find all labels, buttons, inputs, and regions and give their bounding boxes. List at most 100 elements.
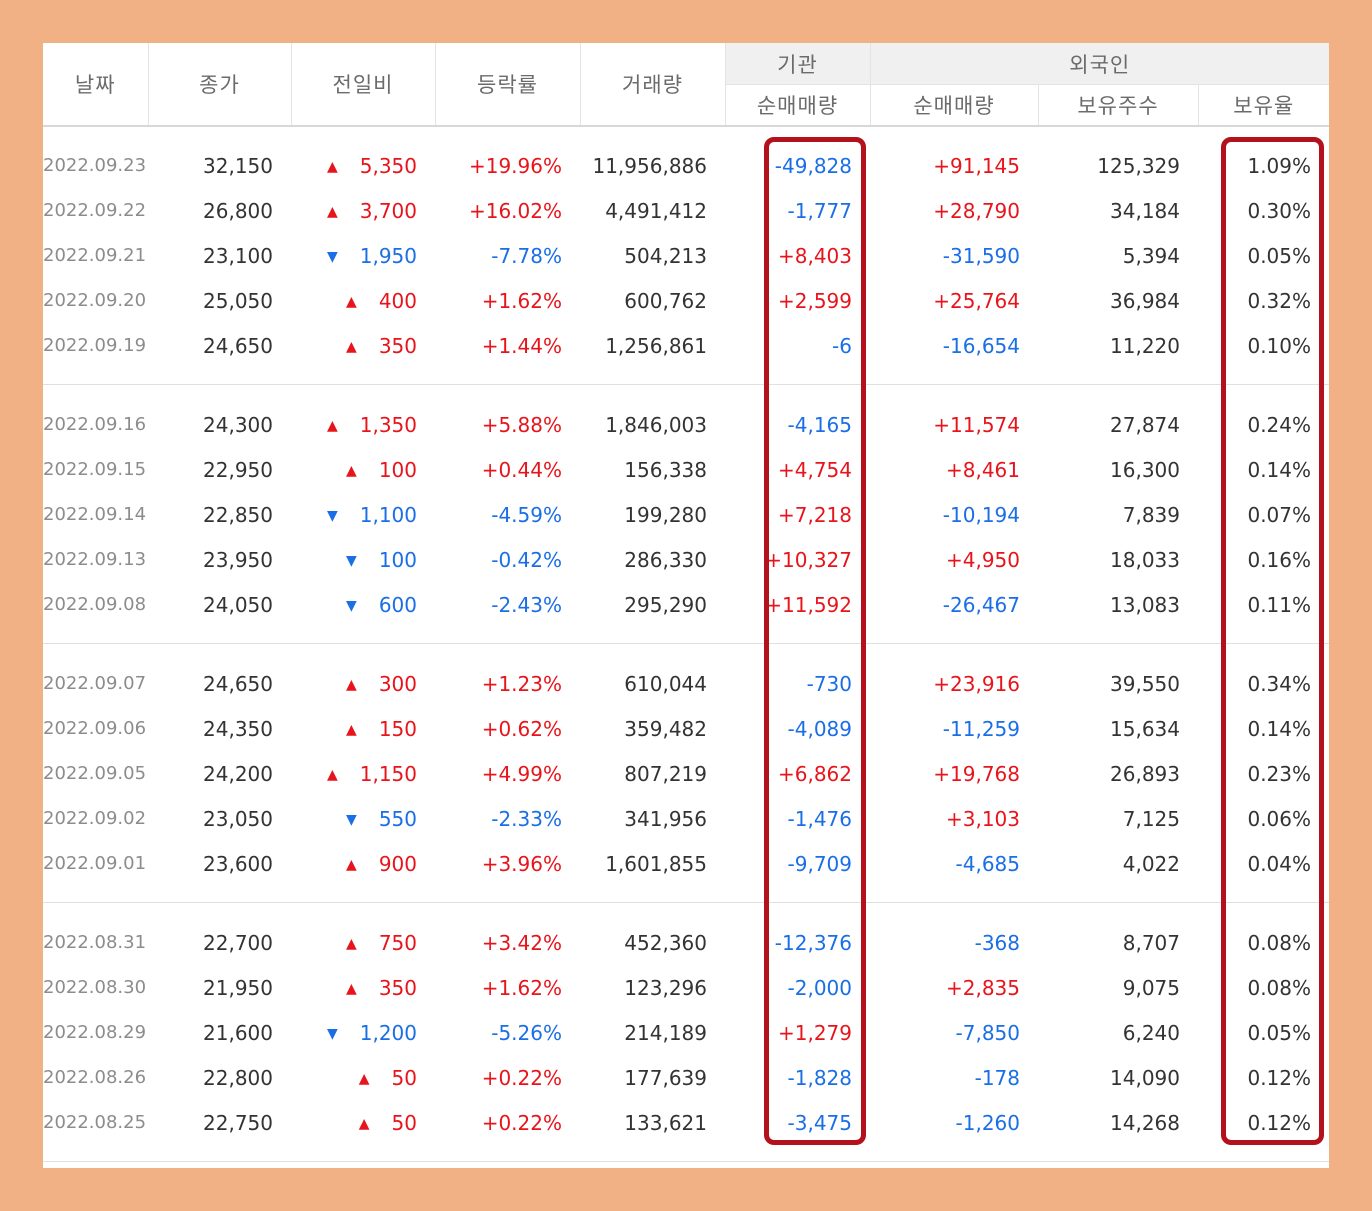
date-cell: 2022.09.22 bbox=[43, 200, 147, 221]
change-value: 900 bbox=[378, 851, 417, 876]
rate-cell: +0.44% bbox=[481, 457, 562, 482]
change-cell: ▼ 1,950 bbox=[291, 233, 435, 278]
change-cell: ▼ 1,100 bbox=[291, 492, 435, 537]
rate-cell: -2.33% bbox=[491, 806, 562, 831]
table-row: 2022.09.01 23,600 ▲ 900 +3.96% 1,601,855 -9,70… bbox=[43, 841, 1329, 886]
table-row: 2022.09.02 23,050 ▼ 550 -2.33% 341,956 -1,476 +… bbox=[43, 796, 1329, 841]
volume-cell: 123,296 bbox=[624, 975, 707, 1000]
change-value: 350 bbox=[378, 975, 417, 1000]
foreign-ratio-cell: 1.09% bbox=[1247, 153, 1312, 178]
triangle-down-icon: ▼ bbox=[326, 248, 338, 265]
change-value: 100 bbox=[378, 457, 417, 482]
institution-net-cell: -1,828 bbox=[787, 1065, 852, 1090]
table-row: 2022.09.19 24,650 ▲ 350 +1.44% 1,256,861 -6 -16… bbox=[43, 323, 1329, 368]
foreign-ratio-cell: 0.12% bbox=[1247, 1110, 1312, 1135]
foreign-holdings-cell: 39,550 bbox=[1110, 671, 1180, 696]
change-value: 750 bbox=[378, 930, 417, 955]
change-value: 3,700 bbox=[359, 198, 417, 223]
foreign-ratio-cell: 0.24% bbox=[1247, 412, 1312, 437]
change-value: 50 bbox=[391, 1065, 417, 1090]
change-value: 1,150 bbox=[359, 761, 417, 786]
row-spacer bbox=[43, 627, 1329, 644]
foreign-holdings-cell: 11,220 bbox=[1110, 333, 1180, 358]
close-cell: 23,950 bbox=[203, 547, 273, 572]
volume-cell: 600,762 bbox=[624, 288, 707, 313]
change-value: 1,950 bbox=[359, 243, 417, 268]
foreign-net-cell: +11,574 bbox=[933, 412, 1020, 437]
rate-cell: +19.96% bbox=[468, 153, 562, 178]
change-cell: ▼ 550 bbox=[291, 796, 435, 841]
close-cell: 32,150 bbox=[203, 153, 273, 178]
volume-cell: 286,330 bbox=[624, 547, 707, 572]
rate-cell: +5.88% bbox=[481, 412, 562, 437]
close-cell: 25,050 bbox=[203, 288, 273, 313]
row-spacer bbox=[43, 368, 1329, 385]
change-value: 5,350 bbox=[359, 153, 417, 178]
change-cell: ▲ 350 bbox=[291, 323, 435, 368]
change-cell: ▲ 750 bbox=[291, 920, 435, 965]
rate-cell: -4.59% bbox=[491, 502, 562, 527]
triangle-up-icon: ▲ bbox=[346, 462, 357, 479]
volume-cell: 1,256,861 bbox=[605, 333, 707, 358]
rate-cell: -5.26% bbox=[491, 1020, 562, 1045]
table-row: 2022.09.14 22,850 ▼ 1,100 -4.59% 199,280 +7,21… bbox=[43, 492, 1329, 537]
rate-cell: -7.78% bbox=[491, 243, 562, 268]
rate-cell: +0.62% bbox=[481, 716, 562, 741]
table-row: 2022.09.05 24,200 ▲ 1,150 +4.99% 807,219 +6,86… bbox=[43, 751, 1329, 796]
foreign-net-cell: -7,850 bbox=[955, 1020, 1020, 1045]
rate-cell: +1.62% bbox=[481, 288, 562, 313]
triangle-up-icon: ▲ bbox=[326, 417, 338, 434]
close-cell: 22,700 bbox=[203, 930, 273, 955]
rate-cell: -0.42% bbox=[491, 547, 562, 572]
row-spacer bbox=[43, 1145, 1329, 1162]
table-row: 2022.09.07 24,650 ▲ 300 +1.23% 610,044 -730 +23… bbox=[43, 661, 1329, 706]
foreign-holdings-cell: 13,083 bbox=[1110, 592, 1180, 617]
row-spacer bbox=[43, 386, 1329, 402]
foreign-holdings-cell: 36,984 bbox=[1110, 288, 1180, 313]
table-row: 2022.08.29 21,600 ▼ 1,200 -5.26% 214,189 +1,27… bbox=[43, 1010, 1329, 1055]
foreign-holdings-cell: 34,184 bbox=[1110, 198, 1180, 223]
volume-cell: 11,956,886 bbox=[592, 153, 707, 178]
date-cell: 2022.09.02 bbox=[43, 808, 147, 829]
change-cell: ▼ 1,200 bbox=[291, 1010, 435, 1055]
foreign-holdings-cell: 5,394 bbox=[1122, 243, 1180, 268]
foreign-ratio-cell: 0.23% bbox=[1247, 761, 1312, 786]
institution-net-cell: -1,476 bbox=[787, 806, 852, 831]
triangle-up-icon: ▲ bbox=[346, 856, 357, 873]
change-value: 50 bbox=[391, 1110, 417, 1135]
date-cell: 2022.08.30 bbox=[43, 977, 147, 998]
foreign-ratio-cell: 0.07% bbox=[1247, 502, 1312, 527]
triangle-up-icon: ▲ bbox=[326, 158, 338, 175]
date-cell: 2022.09.05 bbox=[43, 763, 147, 784]
foreign-net-cell: -16,654 bbox=[942, 333, 1020, 358]
foreign-holdings-cell: 26,893 bbox=[1110, 761, 1180, 786]
header-volume: 거래량 bbox=[580, 43, 726, 127]
foreign-net-cell: +23,916 bbox=[933, 671, 1020, 696]
change-value: 300 bbox=[378, 671, 417, 696]
institution-net-cell: -6 bbox=[832, 333, 852, 358]
triangle-down-icon: ▼ bbox=[346, 811, 357, 828]
change-cell: ▲ 1,150 bbox=[291, 751, 435, 796]
header-change: 전일비 bbox=[291, 43, 436, 127]
institution-net-cell: +10,327 bbox=[765, 547, 852, 572]
table-row: 2022.09.23 32,150 ▲ 5,350 +19.96% 11,956,886 -… bbox=[43, 143, 1329, 188]
foreign-ratio-cell: 0.12% bbox=[1247, 1065, 1312, 1090]
institution-net-cell: -4,089 bbox=[787, 716, 852, 741]
change-cell: ▼ 100 bbox=[291, 537, 435, 582]
foreign-holdings-cell: 15,634 bbox=[1110, 716, 1180, 741]
change-cell: ▲ 150 bbox=[291, 706, 435, 751]
triangle-down-icon: ▼ bbox=[326, 1025, 338, 1042]
triangle-up-icon: ▲ bbox=[358, 1070, 370, 1087]
header-foreign-holdings: 보유주수 bbox=[1038, 84, 1199, 127]
header-foreign-net: 순매매량 bbox=[870, 84, 1039, 127]
rate-cell: +1.62% bbox=[481, 975, 562, 1000]
volume-cell: 156,338 bbox=[624, 457, 707, 482]
change-value: 600 bbox=[378, 592, 417, 617]
triangle-up-icon: ▲ bbox=[346, 721, 357, 738]
volume-cell: 610,044 bbox=[624, 671, 707, 696]
header-foreign-group: 외국인 bbox=[870, 43, 1329, 85]
institution-net-cell: -3,475 bbox=[787, 1110, 852, 1135]
row-spacer bbox=[43, 126, 1329, 143]
table-row: 2022.08.30 21,950 ▲ 350 +1.62% 123,296 -2,000 +… bbox=[43, 965, 1329, 1010]
rate-cell: +0.22% bbox=[481, 1110, 562, 1135]
